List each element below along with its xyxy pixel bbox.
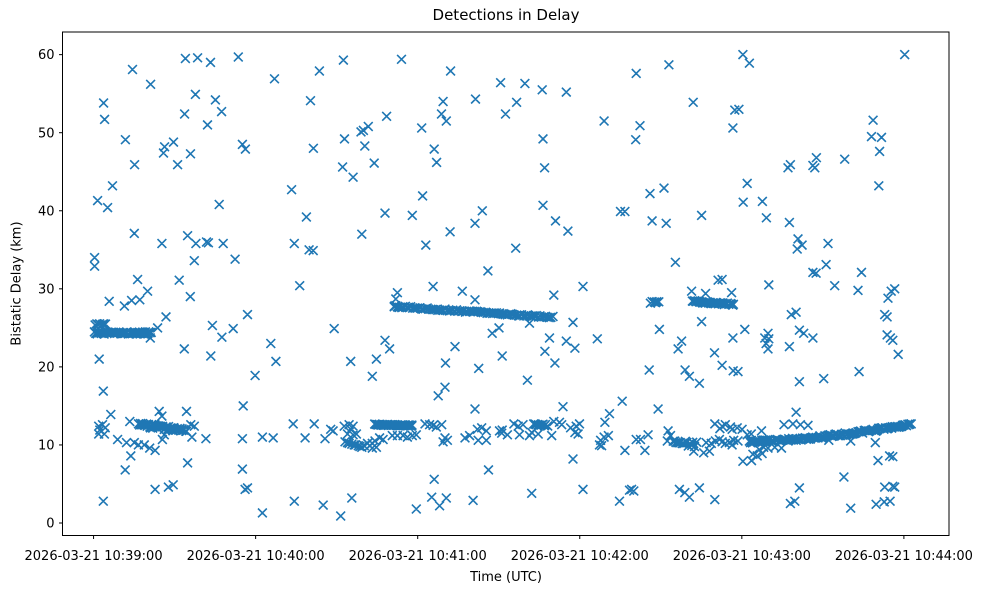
y-tick-label: 10 — [38, 439, 55, 454]
y-tick-label: 40 — [38, 204, 55, 219]
y-tick-label: 60 — [38, 48, 55, 63]
y-tick-label: 30 — [38, 282, 55, 297]
plot-area — [62, 31, 950, 536]
x-axis-label: Time (UTC) — [470, 570, 542, 585]
y-tick-label: 50 — [38, 126, 55, 141]
chart-title: Detections in Delay — [432, 6, 580, 24]
x-tick-label: 2026-03-21 10:40:00 — [187, 549, 325, 564]
scatter-points — [89, 49, 917, 521]
x-tick-label: 2026-03-21 10:43:00 — [673, 549, 811, 564]
x-tick-label: 2026-03-21 10:39:00 — [25, 549, 163, 564]
y-axis-label: Bistatic Delay (km) — [9, 221, 25, 346]
y-tick-label: 20 — [38, 360, 55, 375]
y-tick-label: 0 — [46, 517, 54, 532]
x-tick-label: 2026-03-21 10:44:00 — [835, 549, 973, 564]
x-tick-label: 2026-03-21 10:42:00 — [511, 549, 649, 564]
x-tick-label: 2026-03-21 10:41:00 — [349, 549, 487, 564]
